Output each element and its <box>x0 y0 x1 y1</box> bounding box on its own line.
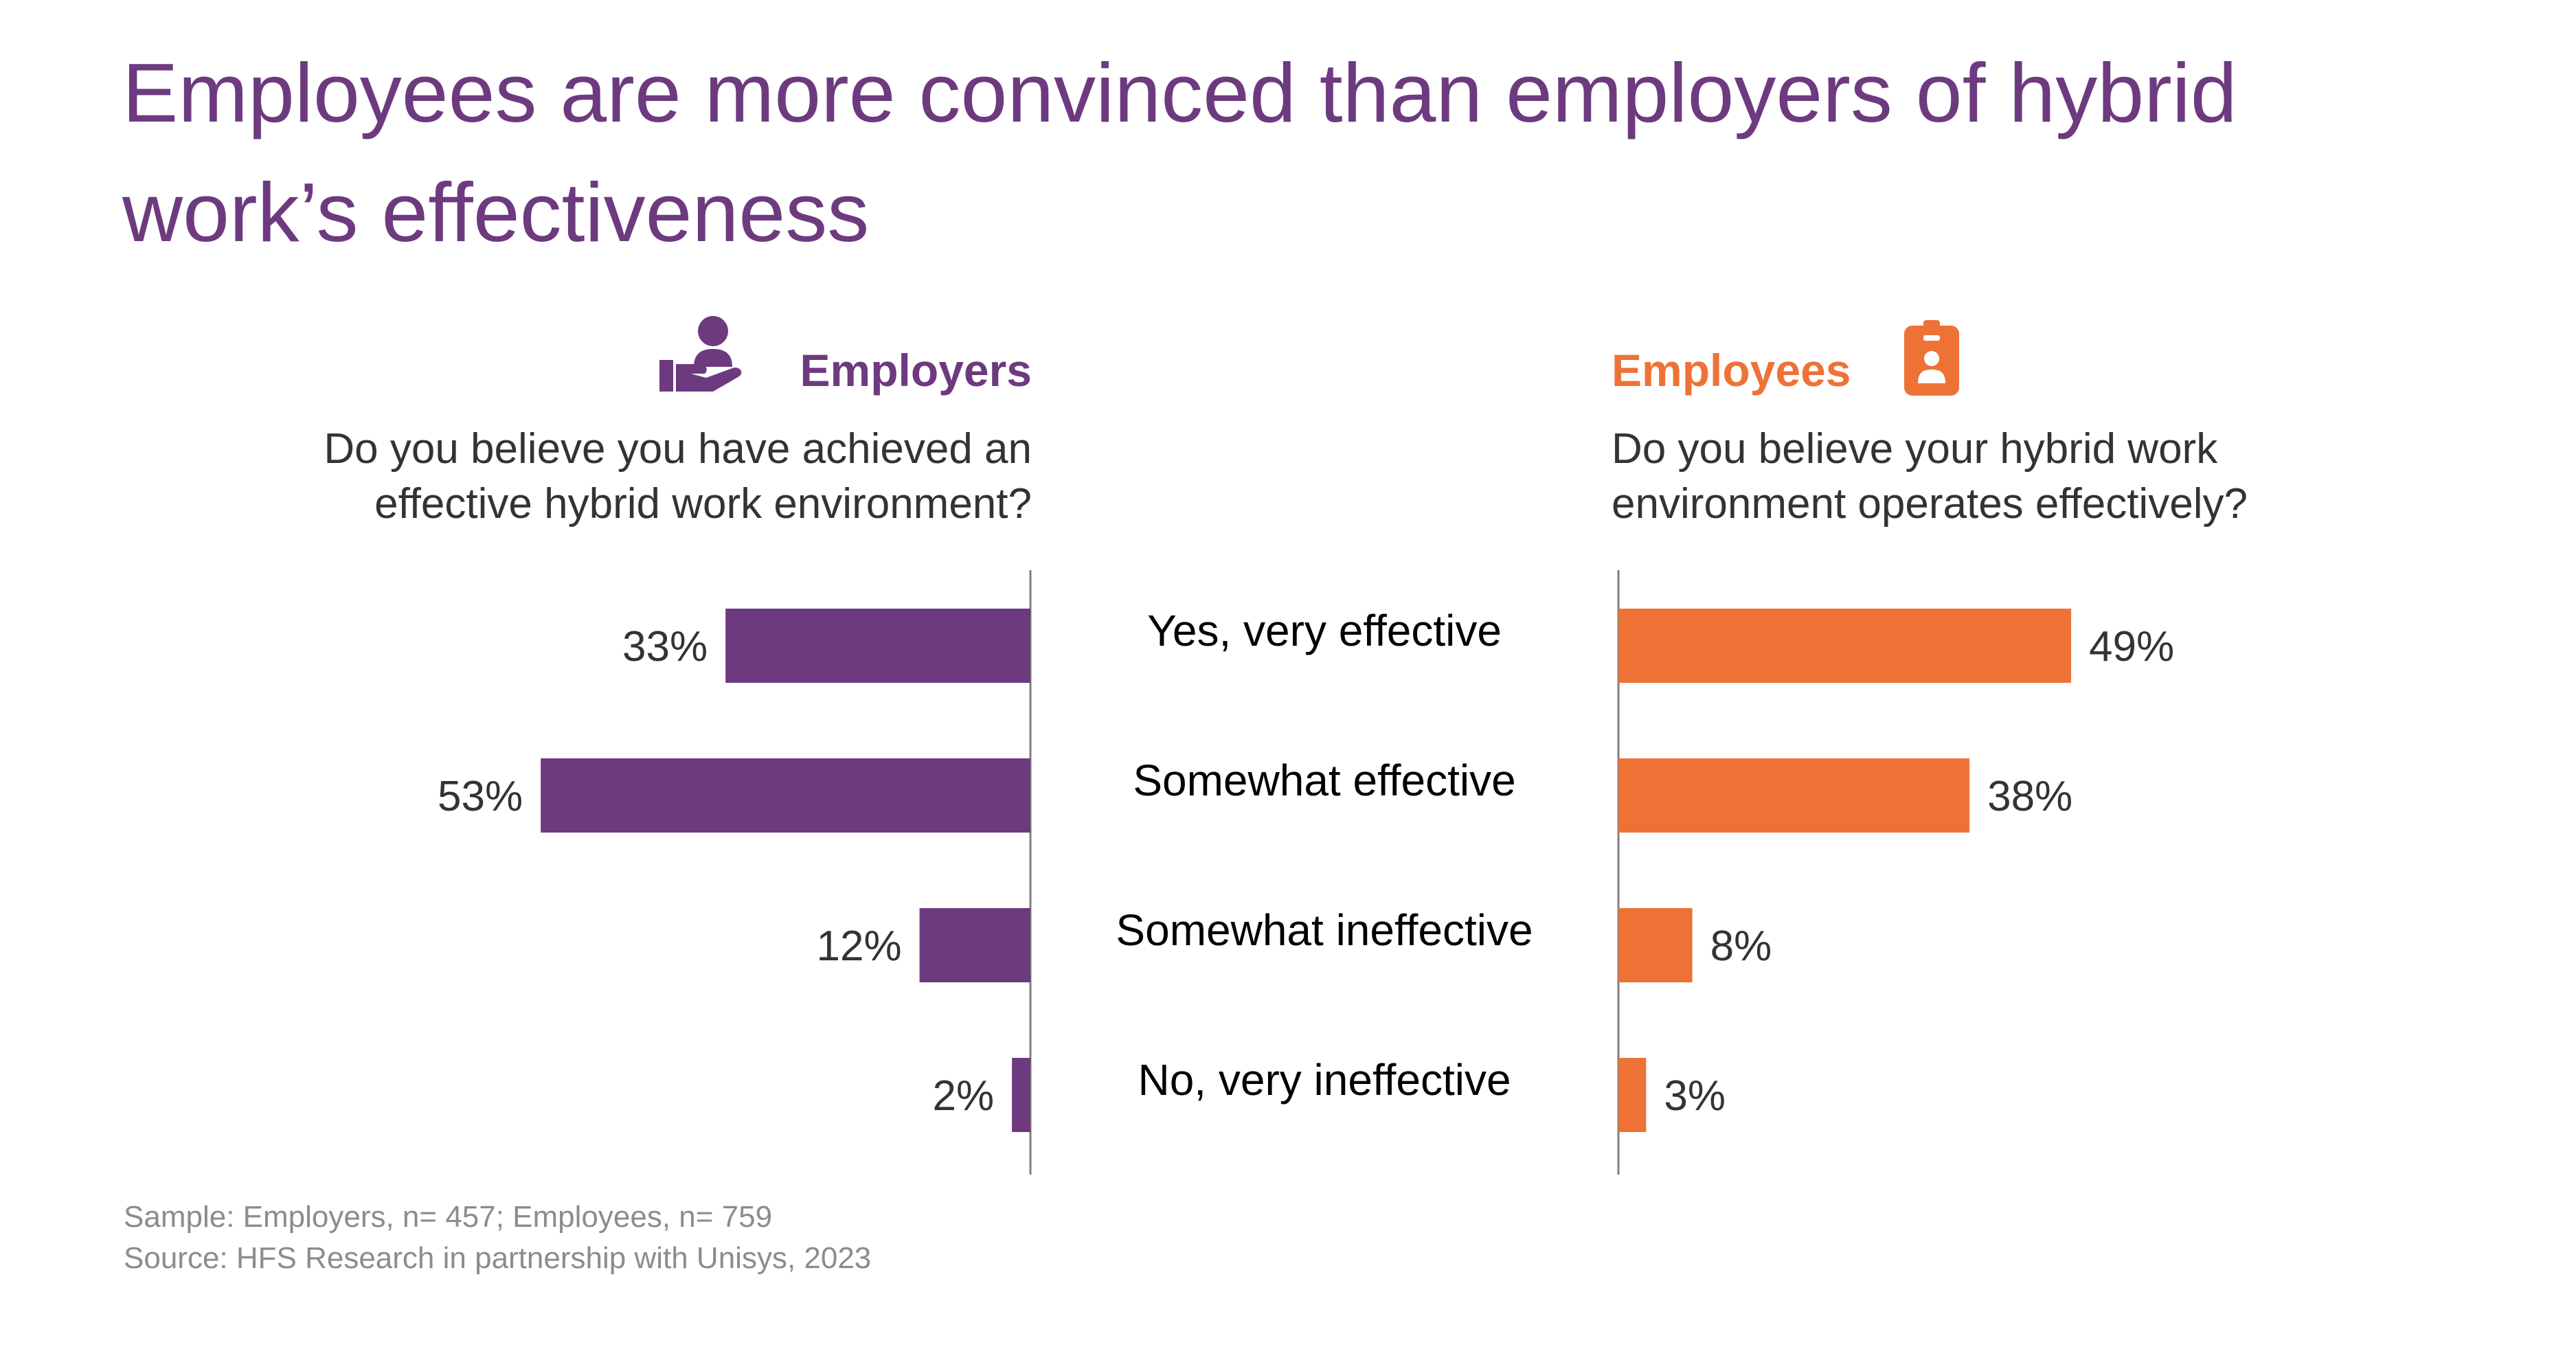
employees-bar-label: 8% <box>1710 923 1772 970</box>
employers-header: Employers <box>800 345 1032 396</box>
employers-bar <box>919 908 1030 982</box>
hand-holding-person-icon <box>659 316 742 392</box>
employees-header: Employees <box>1612 345 1851 396</box>
category-label: Somewhat effective <box>1133 756 1515 805</box>
employers-bar-label: 12% <box>817 923 902 970</box>
employees-bar <box>1618 609 2072 683</box>
employers-bar <box>725 609 1030 683</box>
id-badge-icon <box>1904 320 1959 396</box>
source-note: Source: HFS Research in partnership with… <box>124 1241 872 1275</box>
employers-bar-label: 2% <box>932 1072 994 1120</box>
employees-question: Do you believe your hybrid work environm… <box>1612 425 2248 528</box>
employees-bar <box>1618 758 1970 833</box>
sample-note: Sample: Employers, n= 457; Employees, n=… <box>124 1200 773 1234</box>
employees-bar <box>1618 1058 1647 1132</box>
category-label: No, very ineffective <box>1138 1055 1511 1105</box>
employees-bar <box>1618 908 1693 982</box>
chart-title: Employees are more convinced than employ… <box>122 46 2237 259</box>
employers-bar <box>1012 1058 1030 1132</box>
employers-question: Do you believe you have achieved an effe… <box>324 425 1032 528</box>
employers-bar-label: 53% <box>438 773 523 820</box>
employees-bar-label: 38% <box>1987 773 2072 820</box>
category-label: Yes, very effective <box>1147 606 1502 655</box>
employers-bar <box>541 758 1030 833</box>
category-label: Somewhat ineffective <box>1116 905 1533 955</box>
employers-bar-label: 33% <box>622 623 708 670</box>
employees-bar-label: 3% <box>1664 1072 1726 1120</box>
employees-bar-label: 49% <box>2089 623 2174 670</box>
